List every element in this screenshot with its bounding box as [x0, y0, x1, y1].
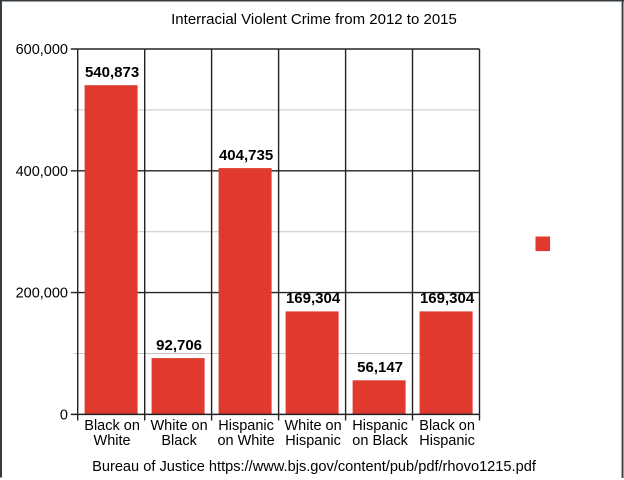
svg-text:540,873: 540,873	[85, 64, 139, 81]
svg-text:White on: White on	[150, 418, 207, 434]
svg-text:92,706: 92,706	[156, 337, 202, 354]
svg-text:200,000: 200,000	[16, 286, 68, 302]
svg-text:Interracial Violent Crime from: Interracial Violent Crime from 2012 to 2…	[171, 11, 457, 28]
svg-text:600,000: 600,000	[16, 42, 68, 58]
svg-text:Bureau of Justice https://www.: Bureau of Justice https://www.bjs.gov/co…	[92, 459, 537, 475]
svg-text:56,147: 56,147	[357, 359, 403, 376]
svg-text:Black on: Black on	[419, 418, 475, 434]
svg-text:Hispanic: Hispanic	[285, 433, 341, 449]
svg-text:Black: Black	[161, 433, 197, 449]
svg-text:404,735: 404,735	[219, 147, 273, 164]
svg-text:Hispanic: Hispanic	[218, 418, 274, 434]
svg-text:on Black: on Black	[352, 433, 408, 449]
svg-text:on White: on White	[217, 433, 274, 449]
svg-text:169,304: 169,304	[286, 290, 341, 307]
svg-text:Hispanic: Hispanic	[352, 418, 408, 434]
svg-text:White: White	[94, 433, 131, 449]
svg-text:Hispanic: Hispanic	[419, 433, 475, 449]
svg-text:169,304: 169,304	[420, 290, 475, 307]
svg-text:400,000: 400,000	[16, 164, 68, 180]
svg-text:0: 0	[60, 407, 68, 423]
svg-text:White on: White on	[284, 418, 341, 434]
svg-text:Black on: Black on	[84, 418, 140, 434]
